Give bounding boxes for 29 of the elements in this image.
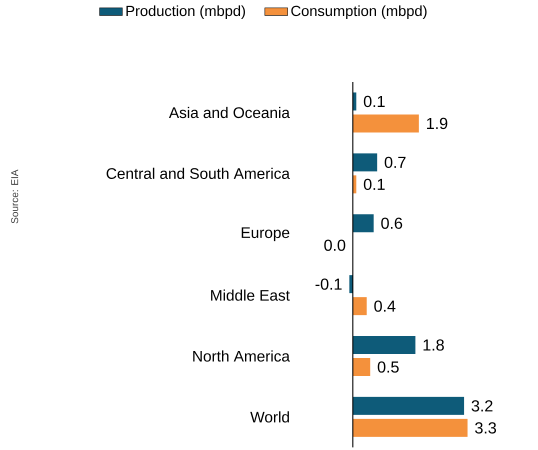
legend-label: Consumption (mbpd) xyxy=(291,5,427,19)
y-tick-label: Central and South America xyxy=(106,168,290,179)
y-tick-label: North America xyxy=(193,350,290,362)
data-label: 1.8 xyxy=(424,339,444,351)
y-tick-label: World xyxy=(250,411,289,423)
data-label: 0.1 xyxy=(364,178,385,190)
bar xyxy=(352,153,378,172)
bar xyxy=(352,114,419,132)
bar xyxy=(352,396,464,415)
y-tick-label: Asia and Oceania xyxy=(168,106,290,118)
data-label: 0.0 xyxy=(324,240,346,251)
bar xyxy=(352,418,468,437)
data-label: 0.7 xyxy=(384,156,406,168)
data-label: 3.2 xyxy=(472,400,492,412)
bar xyxy=(352,297,367,316)
bar xyxy=(352,214,374,232)
y-tick-label: Middle East xyxy=(211,290,290,301)
data-label: 3.3 xyxy=(475,422,496,434)
source-note: Source: EIA xyxy=(11,170,18,224)
data-label: 0.5 xyxy=(378,361,399,373)
y-tick-label: Europe xyxy=(242,227,290,242)
legend-label: Production (mbpd) xyxy=(126,5,245,19)
data-label: 0.4 xyxy=(374,300,396,312)
data-label: 0.6 xyxy=(381,218,402,229)
data-label: 1.9 xyxy=(427,118,448,130)
bar xyxy=(352,358,370,376)
data-label: -0.1 xyxy=(316,278,342,290)
data-label: 0.1 xyxy=(364,96,385,108)
bar xyxy=(352,336,416,354)
